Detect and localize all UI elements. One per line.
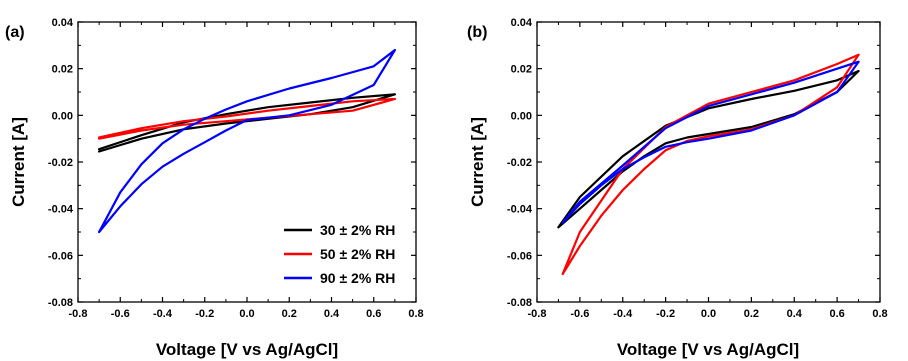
y-tick-label: 0.04 — [511, 17, 533, 29]
panel-label: (a) — [5, 24, 25, 41]
y-tick-label: 0.00 — [511, 110, 532, 122]
y-tick-label: -0.08 — [507, 297, 532, 309]
y-axis-title: Current [A] — [9, 117, 28, 207]
x-tick-label: -0.6 — [570, 308, 589, 320]
plot-frame — [536, 21, 881, 303]
series-line-2 — [561, 53, 860, 276]
x-tick-label: -0.8 — [528, 308, 547, 320]
x-tick-label: 0.4 — [787, 308, 803, 320]
y-tick-label: -0.02 — [48, 157, 73, 169]
chart-panel-1: -0.8 -0.6 -0.4 -0.2 0.0 0.2 0.4 0.6 0.8 -0.08 -0.0… — [5, 17, 424, 359]
x-tick-label: -0.6 — [111, 308, 130, 320]
y-axis-title: Current [A] — [468, 117, 487, 207]
x-tick-label: -0.8 — [69, 308, 88, 320]
legend-entry: 30 ± 2% RH — [320, 222, 395, 238]
x-tick-label: 0.8 — [872, 308, 887, 320]
x-tick-label: 0.6 — [829, 308, 844, 320]
panel-label: (b) — [467, 24, 487, 41]
x-tick-label: 0.4 — [324, 308, 340, 320]
x-tick-label: 0.0 — [701, 308, 716, 320]
x-tick-label: -0.4 — [613, 308, 633, 320]
x-tick-label: -0.2 — [195, 308, 214, 320]
y-tick-label: 0.00 — [52, 110, 73, 122]
y-tick-label: -0.06 — [507, 250, 532, 262]
y-tick-label: -0.08 — [48, 297, 73, 309]
x-tick-label: 0.2 — [744, 308, 759, 320]
x-tick-label: 0.2 — [282, 308, 297, 320]
x-tick-label: 0.6 — [366, 308, 381, 320]
legend-entry: 50 ± 2% RH — [320, 246, 395, 262]
chart-panel-2: -0.8 -0.6 -0.4 -0.2 0.0 0.2 0.4 0.6 0.8 -0.08 -0.0… — [467, 17, 888, 359]
series-line-3 — [561, 60, 860, 224]
series-line-1 — [557, 69, 860, 229]
x-tick-label: -0.2 — [656, 308, 675, 320]
legend-entry: 90 ± 2% RH — [320, 270, 395, 286]
x-tick-label: -0.4 — [153, 308, 173, 320]
x-axis-title: Voltage [V vs Ag/AgCl] — [617, 340, 799, 359]
x-tick-label: 0.0 — [239, 308, 254, 320]
series-line-3 — [97, 48, 396, 234]
series-line-2 — [97, 97, 396, 140]
series-line-1 — [97, 93, 396, 153]
y-tick-label: 0.02 — [511, 64, 532, 76]
y-tick-label: 0.04 — [52, 17, 74, 29]
y-tick-label: 0.02 — [52, 64, 73, 76]
x-tick-label: 0.8 — [408, 308, 423, 320]
y-tick-label: -0.04 — [507, 204, 533, 216]
x-axis-title: Voltage [V vs Ag/AgCl] — [156, 340, 338, 359]
y-tick-label: -0.06 — [48, 250, 73, 262]
y-tick-label: -0.04 — [48, 204, 74, 216]
legend: 30 ± 2% RH 50 ± 2% RH 90 ± 2% RH — [284, 222, 395, 286]
y-tick-label: -0.02 — [507, 157, 532, 169]
